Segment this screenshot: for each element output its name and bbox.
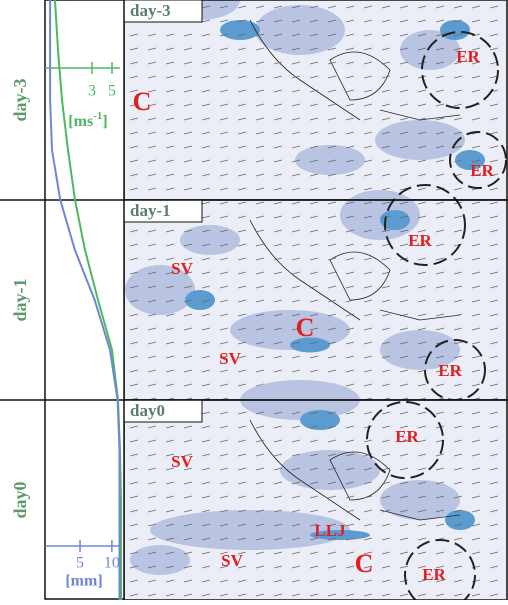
y-tick-label: day-3 [10, 78, 30, 121]
series-line [54, 0, 122, 600]
x-tick-label: 10 [104, 555, 120, 572]
map-label: ER [395, 427, 419, 446]
map-label: SV [219, 349, 241, 368]
x-axis-label-part: -1 [93, 110, 102, 122]
y-tick-label: day-1 [10, 278, 30, 321]
map-label: C [355, 549, 374, 578]
map-label: SV [171, 259, 193, 278]
series-line [49, 0, 121, 600]
x-tick-label: 5 [108, 83, 116, 100]
x-tick-label: 3 [88, 83, 96, 100]
wind-vectors [124, 0, 508, 200]
x-tick-label: 5 [76, 555, 84, 572]
x-axis-label-part: ] [102, 113, 107, 130]
map-panels: day-3 C ER ER day-1 SV C SV ER ER day0 SV ER LLJ SV C ER [123, 0, 508, 605]
map-label: ER [422, 565, 446, 584]
wind-vectors [124, 400, 508, 600]
dashed-circle [404, 539, 476, 605]
panel-title: day-1 [130, 201, 171, 220]
x-axis-label: [ms-1] [68, 110, 107, 130]
dashed-circle [449, 131, 507, 189]
wind-vectors [124, 200, 508, 400]
dashed-circle [384, 184, 466, 266]
map-label: ER [456, 47, 480, 66]
map-label: SV [221, 551, 243, 570]
map-label: ER [470, 161, 494, 180]
dashed-circle [366, 401, 444, 479]
x-axis-label-part: [ms [68, 113, 93, 130]
x2-axis-label: [mm] [65, 573, 102, 590]
map-label: C [296, 313, 315, 342]
panel-title: day-3 [130, 1, 171, 20]
map-label: LLJ [314, 521, 346, 540]
map-label: SV [171, 452, 193, 471]
panel-title: day0 [130, 401, 165, 420]
plot-frame [44, 0, 125, 600]
y-tick-label: day0 [10, 481, 30, 518]
map-label: C [133, 87, 152, 116]
map-label: ER [438, 361, 462, 380]
map-label: ER [408, 231, 432, 250]
dashed-circle [421, 31, 499, 109]
